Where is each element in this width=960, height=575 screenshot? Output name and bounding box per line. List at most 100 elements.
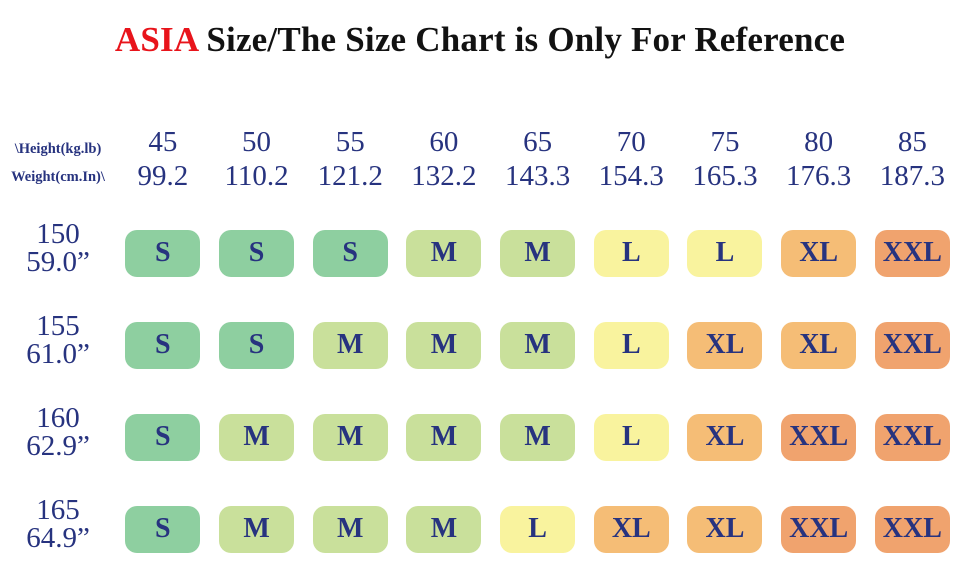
column-weight-kg: 85	[897, 126, 927, 158]
column-weight-kg: 75	[710, 126, 740, 158]
column-weight-lb: 154.3	[598, 160, 664, 192]
size-pill-m: M	[312, 321, 388, 369]
column-header-85: 85 187.3	[866, 118, 960, 207]
column-weight-lb: 187.3	[879, 160, 945, 192]
column-weight-lb: 121.2	[317, 160, 383, 192]
size-cell: S	[116, 391, 210, 483]
size-cell: M	[303, 483, 397, 575]
size-cell: M	[491, 391, 585, 483]
size-pill-l: L	[593, 229, 669, 277]
size-cell: XL	[678, 391, 772, 483]
size-pill-m: M	[219, 413, 295, 461]
size-cell: M	[397, 391, 491, 483]
size-pill-xxl: XXL	[874, 505, 950, 553]
column-header-65: 65 143.3	[491, 118, 585, 207]
size-pill-m: M	[406, 505, 482, 553]
row-height-in: 59.0”	[26, 246, 90, 278]
row-height-in: 61.0”	[26, 338, 90, 370]
size-cell: XL	[584, 483, 678, 575]
size-cell: S	[303, 207, 397, 299]
column-header-80: 80 176.3	[772, 118, 866, 207]
size-cell: M	[397, 483, 491, 575]
size-cell: XXL	[866, 391, 960, 483]
size-pill-s: S	[125, 321, 201, 369]
size-cell: S	[116, 299, 210, 391]
page-title: ASIA Size/The Size Chart is Only For Ref…	[0, 18, 960, 62]
size-pill-s: S	[125, 229, 201, 277]
size-pill-xxl: XXL	[874, 321, 950, 369]
title-rest: Size/The Size Chart is Only For Referenc…	[197, 20, 846, 59]
column-weight-lb: 176.3	[786, 160, 852, 192]
size-cell: XL	[678, 483, 772, 575]
size-cell: M	[491, 299, 585, 391]
size-pill-xl: XL	[687, 413, 763, 461]
column-header-55: 55 121.2	[303, 118, 397, 207]
size-pill-xl: XL	[781, 229, 857, 277]
size-pill-xxl: XXL	[781, 413, 857, 461]
column-weight-kg: 60	[429, 126, 459, 158]
size-cell: L	[584, 299, 678, 391]
size-cell: XL	[772, 299, 866, 391]
size-pill-s: S	[219, 321, 295, 369]
size-cell: L	[584, 207, 678, 299]
size-pill-xl: XL	[593, 505, 669, 553]
column-weight-kg: 45	[148, 126, 178, 158]
row-height-cm: 160	[36, 402, 80, 434]
row-header-160: 160 62.9”	[0, 381, 116, 483]
title-highlight: ASIA	[114, 20, 198, 59]
size-cell: XXL	[866, 483, 960, 575]
size-pill-m: M	[312, 505, 388, 553]
column-weight-lb: 110.2	[224, 160, 289, 192]
size-cell: L	[584, 391, 678, 483]
size-cell: S	[116, 207, 210, 299]
size-pill-m: M	[500, 413, 576, 461]
size-pill-m: M	[406, 229, 482, 277]
column-weight-lb: 165.3	[692, 160, 758, 192]
row-height-cm: 155	[36, 310, 80, 342]
row-height-in: 64.9”	[26, 522, 90, 554]
row-header-155: 155 61.0”	[0, 289, 116, 391]
row-header-150: 150 59.0”	[0, 197, 116, 299]
size-cell: XXL	[866, 299, 960, 391]
corner-line2: Weight(cm.In)\	[11, 169, 105, 185]
corner-line1: \Height(kg.lb)	[14, 141, 102, 157]
size-table: \Height(kg.lb) Weight(cm.In)\ 45 99.2 50 11…	[0, 118, 960, 575]
size-pill-xxl: XXL	[874, 229, 950, 277]
size-cell: S	[210, 299, 304, 391]
size-cell: M	[303, 391, 397, 483]
size-pill-m: M	[500, 321, 576, 369]
size-cell: XL	[772, 207, 866, 299]
row-height-cm: 150	[36, 218, 80, 250]
column-header-60: 60 132.2	[397, 118, 491, 207]
size-cell: S	[116, 483, 210, 575]
size-pill-l: L	[500, 505, 576, 553]
size-cell: L	[491, 483, 585, 575]
size-pill-l: L	[687, 229, 763, 277]
size-cell: S	[210, 207, 304, 299]
column-weight-lb: 99.2	[137, 160, 189, 192]
size-pill-xl: XL	[781, 321, 857, 369]
size-pill-l: L	[593, 321, 669, 369]
column-weight-lb: 132.2	[411, 160, 477, 192]
size-pill-m: M	[500, 229, 576, 277]
column-header-70: 70 154.3	[584, 118, 678, 207]
column-weight-kg: 80	[804, 126, 834, 158]
column-weight-kg: 70	[616, 126, 646, 158]
size-pill-xl: XL	[687, 321, 763, 369]
size-pill-l: L	[593, 413, 669, 461]
row-height-cm: 165	[36, 494, 80, 526]
column-weight-lb: 143.3	[504, 160, 571, 192]
size-cell: M	[491, 207, 585, 299]
size-pill-s: S	[125, 413, 201, 461]
size-cell: M	[397, 207, 491, 299]
size-cell: M	[210, 483, 304, 575]
row-height-in: 62.9”	[26, 430, 90, 462]
size-pill-s: S	[219, 229, 295, 277]
size-cell: L	[678, 207, 772, 299]
size-pill-m: M	[312, 413, 388, 461]
size-cell: M	[397, 299, 491, 391]
column-header-75: 75 165.3	[678, 118, 772, 207]
size-pill-s: S	[312, 229, 388, 277]
size-cell: XXL	[772, 483, 866, 575]
corner-label: \Height(kg.lb) Weight(cm.In)\	[0, 118, 116, 207]
